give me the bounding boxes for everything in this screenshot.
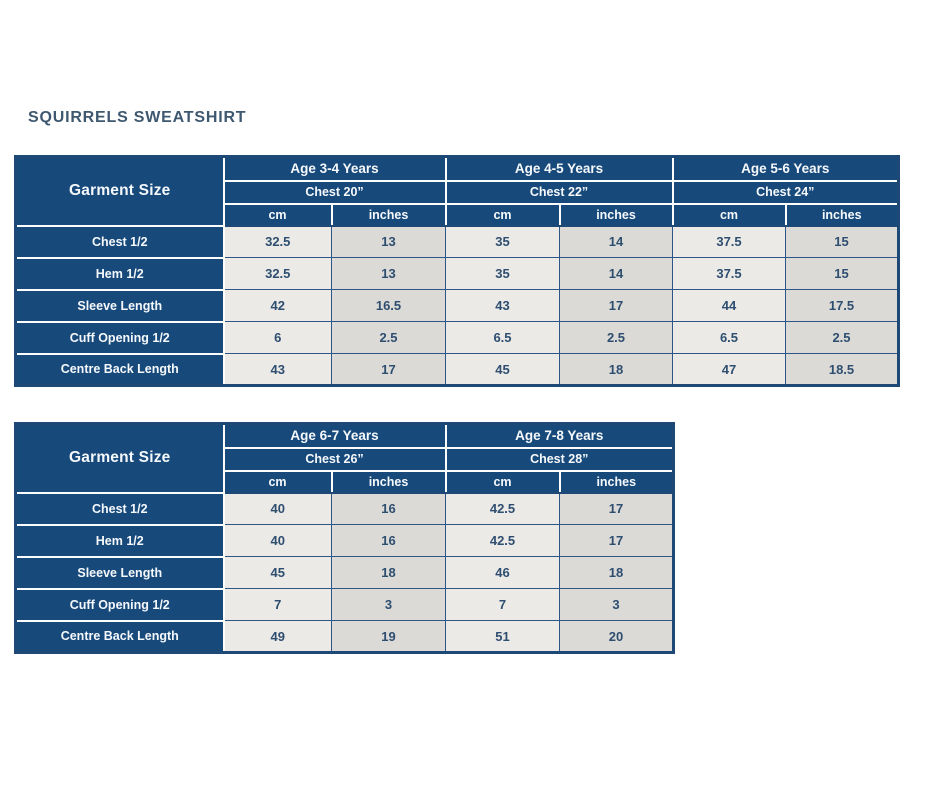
table-row: Centre Back Length 49 19 51 20 [14, 619, 674, 654]
measurement-value-cell: 14 [559, 257, 673, 290]
unit-header-cm: cm [444, 469, 561, 494]
measurement-value-cell: 18.5 [785, 353, 899, 386]
unit-header-inches: inches [558, 469, 675, 494]
measurement-value-cell: 6 [223, 321, 332, 354]
measurement-value-cell: 6.5 [445, 321, 560, 354]
measurement-row-label: Hem 1/2 [14, 256, 225, 291]
table-row: Sleeve Length 42 16.5 43 17 44 17.5 [14, 288, 899, 323]
measurement-value-cell: 16.5 [331, 289, 446, 322]
measurement-value-cell: 2.5 [785, 321, 899, 354]
measurement-row-label: Cuff Opening 1/2 [14, 320, 225, 355]
chest-size-header: Chest 20” [222, 179, 447, 205]
table-row: Hem 1/2 32.5 13 35 14 37.5 15 [14, 256, 899, 291]
unit-header-cm: cm [222, 469, 333, 494]
measurement-value-cell: 42.5 [445, 492, 560, 525]
unit-header-cm: cm [671, 202, 787, 227]
measurement-value-cell: 43 [223, 353, 332, 386]
measurement-value-cell: 2.5 [559, 321, 673, 354]
measurement-value-cell: 19 [331, 620, 446, 653]
unit-header-inches: inches [330, 202, 447, 227]
table-row: Cuff Opening 1/2 7 3 7 3 [14, 587, 674, 622]
measurement-value-cell: 18 [559, 556, 674, 589]
age-group-header: Age 3-4 Years [222, 155, 447, 182]
size-table-ages-3-6: Garment Size Age 3-4 Years Age 4-5 Years Ag… [14, 155, 900, 387]
measurement-value-cell: 17.5 [785, 289, 899, 322]
measurement-row-label: Sleeve Length [14, 288, 225, 323]
measurement-value-cell: 7 [223, 588, 332, 621]
measurement-value-cell: 45 [223, 556, 332, 589]
chest-size-header: Chest 22” [444, 179, 674, 205]
measurement-value-cell: 43 [445, 289, 560, 322]
table-row: Chest 1/2 32.5 13 35 14 37.5 15 [14, 224, 899, 259]
measurement-value-cell: 18 [559, 353, 673, 386]
measurement-value-cell: 13 [331, 225, 446, 258]
page-title: SQUIRRELS SWEATSHIRT [28, 109, 247, 126]
age-group-header: Age 4-5 Years [444, 155, 674, 182]
chest-size-header: Chest 26” [222, 446, 447, 472]
measurement-value-cell: 42.5 [445, 524, 560, 557]
table-row: Sleeve Length 45 18 46 18 [14, 555, 674, 590]
measurement-row-label: Centre Back Length [14, 619, 225, 654]
unit-header-cm: cm [222, 202, 333, 227]
chest-size-header: Chest 24” [671, 179, 900, 205]
measurement-value-cell: 20 [559, 620, 674, 653]
measurement-row-label: Cuff Opening 1/2 [14, 587, 225, 622]
measurement-value-cell: 44 [672, 289, 786, 322]
measurement-row-label: Centre Back Length [14, 352, 225, 387]
measurement-value-cell: 18 [331, 556, 446, 589]
measurement-row-label: Hem 1/2 [14, 523, 225, 558]
unit-header-inches: inches [558, 202, 674, 227]
measurement-value-cell: 14 [559, 225, 673, 258]
age-group-header: Age 5-6 Years [671, 155, 900, 182]
measurement-value-cell: 6.5 [672, 321, 786, 354]
table-row: Centre Back Length 43 17 45 18 47 18.5 [14, 352, 899, 387]
table-row: Hem 1/2 40 16 42.5 17 [14, 523, 674, 558]
measurement-value-cell: 35 [445, 257, 560, 290]
measurement-row-label: Chest 1/2 [14, 491, 225, 526]
measurement-value-cell: 17 [559, 492, 674, 525]
unit-header-cm: cm [444, 202, 561, 227]
measurement-value-cell: 17 [559, 524, 674, 557]
measurement-value-cell: 16 [331, 492, 446, 525]
measurement-value-cell: 32.5 [223, 225, 332, 258]
measurement-value-cell: 45 [445, 353, 560, 386]
measurement-value-cell: 7 [445, 588, 560, 621]
measurement-row-label: Sleeve Length [14, 555, 225, 590]
garment-size-header: Garment Size [14, 155, 225, 227]
measurement-value-cell: 15 [785, 225, 899, 258]
table-row: Chest 1/2 40 16 42.5 17 [14, 491, 674, 526]
measurement-value-cell: 2.5 [331, 321, 446, 354]
table-row: Cuff Opening 1/2 6 2.5 6.5 2.5 6.5 2.5 [14, 320, 899, 355]
measurement-value-cell: 17 [331, 353, 446, 386]
measurement-value-cell: 49 [223, 620, 332, 653]
measurement-value-cell: 32.5 [223, 257, 332, 290]
measurement-value-cell: 42 [223, 289, 332, 322]
measurement-value-cell: 37.5 [672, 225, 786, 258]
measurement-value-cell: 16 [331, 524, 446, 557]
unit-header-inches: inches [330, 469, 447, 494]
measurement-value-cell: 15 [785, 257, 899, 290]
measurement-row-label: Chest 1/2 [14, 224, 225, 259]
measurement-value-cell: 37.5 [672, 257, 786, 290]
age-group-header: Age 6-7 Years [222, 422, 447, 449]
garment-size-header: Garment Size [14, 422, 225, 494]
measurement-value-cell: 13 [331, 257, 446, 290]
measurement-value-cell: 17 [559, 289, 673, 322]
chest-size-header: Chest 28” [444, 446, 675, 472]
measurement-value-cell: 35 [445, 225, 560, 258]
measurement-value-cell: 3 [331, 588, 446, 621]
measurement-value-cell: 40 [223, 492, 332, 525]
age-group-header: Age 7-8 Years [444, 422, 675, 449]
measurement-value-cell: 47 [672, 353, 786, 386]
size-table-ages-6-8: Garment Size Age 6-7 Years Age 7-8 Years Ch… [14, 422, 675, 654]
measurement-value-cell: 46 [445, 556, 560, 589]
measurement-value-cell: 40 [223, 524, 332, 557]
measurement-value-cell: 51 [445, 620, 560, 653]
unit-header-inches: inches [784, 202, 900, 227]
measurement-value-cell: 3 [559, 588, 674, 621]
